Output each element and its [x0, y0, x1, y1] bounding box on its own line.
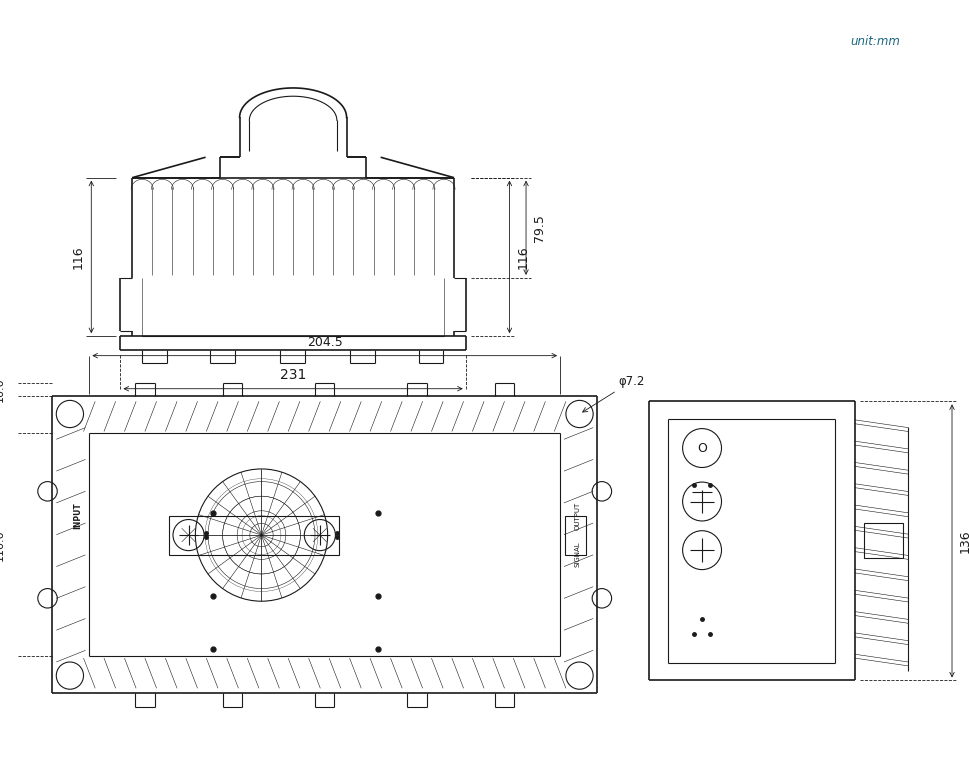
Text: 231: 231	[280, 368, 306, 382]
Text: 79.5: 79.5	[532, 213, 546, 241]
Text: 136: 136	[957, 529, 969, 553]
Text: φ7.2: φ7.2	[582, 375, 644, 412]
Text: O: O	[697, 441, 706, 454]
Text: 116: 116	[72, 245, 84, 269]
Bar	[169, 516, 339, 555]
Text: unit:mm: unit:mm	[849, 35, 899, 48]
Text: 204.5: 204.5	[306, 336, 342, 349]
Text: INPUT: INPUT	[73, 502, 82, 529]
Bar	[564, 516, 585, 555]
Text: 10.0: 10.0	[0, 378, 5, 402]
Text: 116: 116	[516, 245, 529, 269]
Text: OUTPUT: OUTPUT	[574, 501, 580, 530]
Text: SIGNAL: SIGNAL	[574, 542, 580, 567]
Text: 110.0: 110.0	[0, 529, 5, 561]
Bar	[863, 523, 902, 559]
